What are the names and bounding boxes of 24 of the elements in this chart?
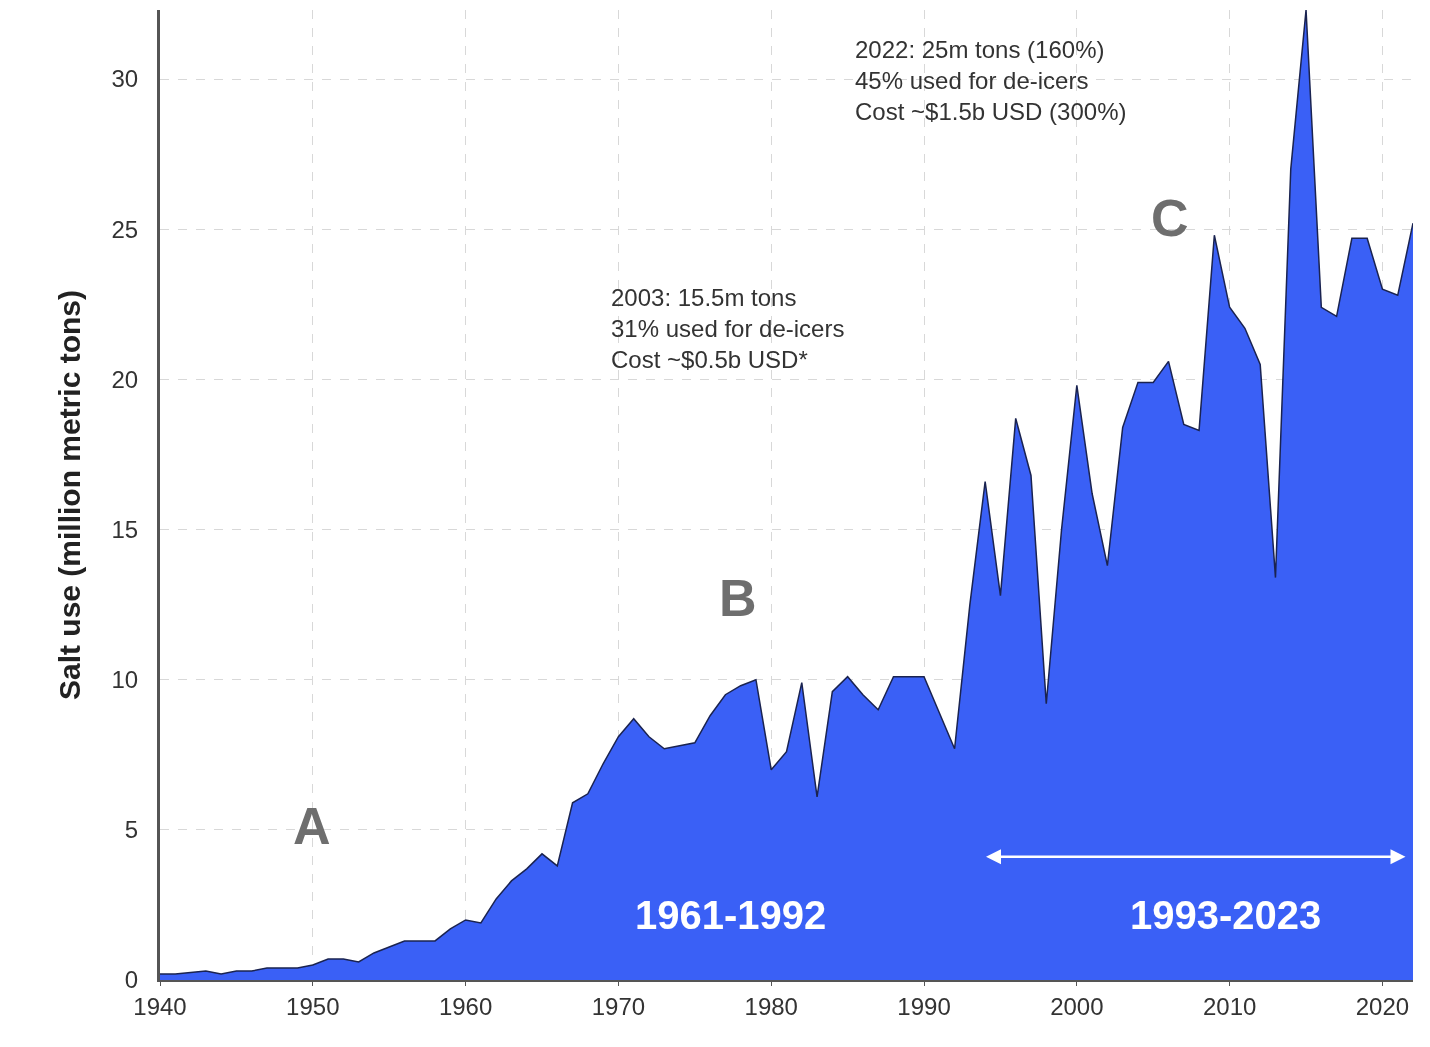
- annotation: B: [719, 569, 757, 627]
- y-tick-label: 20: [111, 365, 139, 393]
- x-tick-label: 1960: [438, 992, 493, 1020]
- x-tick-label: 1980: [744, 992, 798, 1020]
- annotation: C: [1151, 189, 1189, 247]
- y-tick-label: 5: [124, 816, 139, 844]
- y-axis-title: Salt use (million metric tons): [53, 289, 87, 701]
- x-tick-label: 1940: [133, 992, 187, 1020]
- x-tick-label: 1990: [897, 992, 951, 1020]
- y-tick-label: 10: [111, 666, 139, 694]
- annotation: A: [293, 797, 331, 855]
- annotation: 1993-2023: [1130, 893, 1322, 937]
- y-tick-label: 30: [111, 65, 139, 93]
- x-tick-label: 2010: [1202, 992, 1257, 1020]
- annotation: 2003: 15.5m tons 31% used for de-icers Cost ~$0.5b USD*: [611, 284, 845, 374]
- x-tick-label: 2000: [1050, 992, 1104, 1020]
- annotation: 1961-1992: [635, 893, 827, 937]
- y-tick-label: 25: [111, 215, 139, 243]
- x-tick-label: 1970: [591, 992, 646, 1020]
- x-tick-label: 1950: [286, 992, 340, 1020]
- annotation: 2022: 25m tons (160%) 45% used for de-icers Cost ~$1.5b USD (300%): [855, 36, 1127, 126]
- x-tick-label: 2020: [1355, 992, 1410, 1020]
- y-tick-label: 0: [124, 966, 139, 994]
- y-tick-label: 15: [111, 515, 139, 543]
